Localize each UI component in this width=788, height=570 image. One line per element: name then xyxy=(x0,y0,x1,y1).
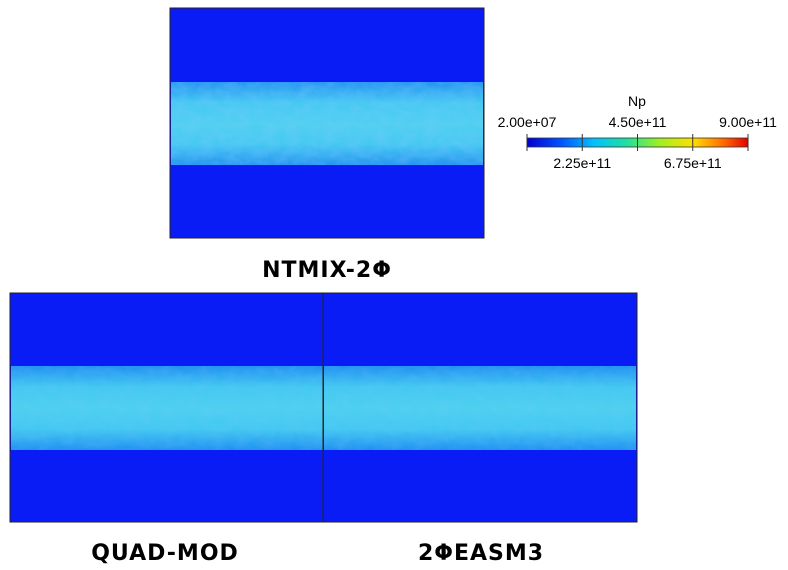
panel-label: NTMIX-2Φ xyxy=(262,258,392,283)
panel-top xyxy=(169,7,485,239)
colorbar-tick-label: 2.25e+11 xyxy=(553,155,611,171)
colorbar-tick-label: 6.75e+11 xyxy=(664,155,722,171)
panel-label: QUAD-MOD xyxy=(91,541,239,566)
colorbar-title: Np xyxy=(628,93,646,109)
colorbar-tick-label: 2.00e+07 xyxy=(498,114,557,130)
panel-bottom-right xyxy=(322,292,638,523)
colorbar-tick-label: 4.50e+11 xyxy=(609,114,667,130)
colorbar-tick-label: 9.00e+11 xyxy=(719,114,777,130)
panel-label: 2ΦEASM3 xyxy=(418,541,544,566)
colorbar: Np 2.00e+07 2.25e+11 4.50e+11 6.75e+11 9.00e… xyxy=(498,93,777,171)
panel-bottom-left xyxy=(9,292,324,523)
